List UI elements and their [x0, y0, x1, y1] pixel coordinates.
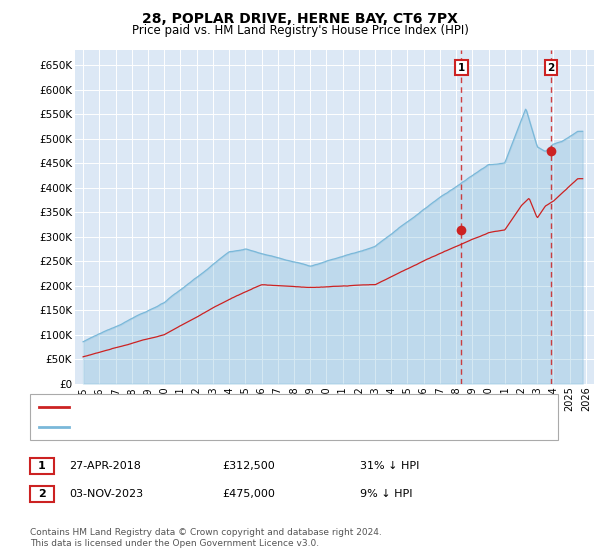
Text: 2: 2: [547, 63, 554, 73]
Text: 28, POPLAR DRIVE, HERNE BAY, CT6 7PX (detached house): 28, POPLAR DRIVE, HERNE BAY, CT6 7PX (de…: [75, 402, 381, 412]
Text: 28, POPLAR DRIVE, HERNE BAY, CT6 7PX: 28, POPLAR DRIVE, HERNE BAY, CT6 7PX: [142, 12, 458, 26]
Text: 1: 1: [38, 461, 46, 471]
Text: 2: 2: [38, 489, 46, 499]
Text: 31% ↓ HPI: 31% ↓ HPI: [360, 461, 419, 471]
Text: HPI: Average price, detached house, Canterbury: HPI: Average price, detached house, Cant…: [75, 422, 327, 432]
Text: Contains HM Land Registry data © Crown copyright and database right 2024.
This d: Contains HM Land Registry data © Crown c…: [30, 528, 382, 548]
Text: £312,500: £312,500: [222, 461, 275, 471]
Text: 27-APR-2018: 27-APR-2018: [69, 461, 141, 471]
Text: Price paid vs. HM Land Registry's House Price Index (HPI): Price paid vs. HM Land Registry's House …: [131, 24, 469, 36]
Text: 1: 1: [458, 63, 465, 73]
Text: £475,000: £475,000: [222, 489, 275, 499]
Text: 9% ↓ HPI: 9% ↓ HPI: [360, 489, 413, 499]
Text: 03-NOV-2023: 03-NOV-2023: [69, 489, 143, 499]
